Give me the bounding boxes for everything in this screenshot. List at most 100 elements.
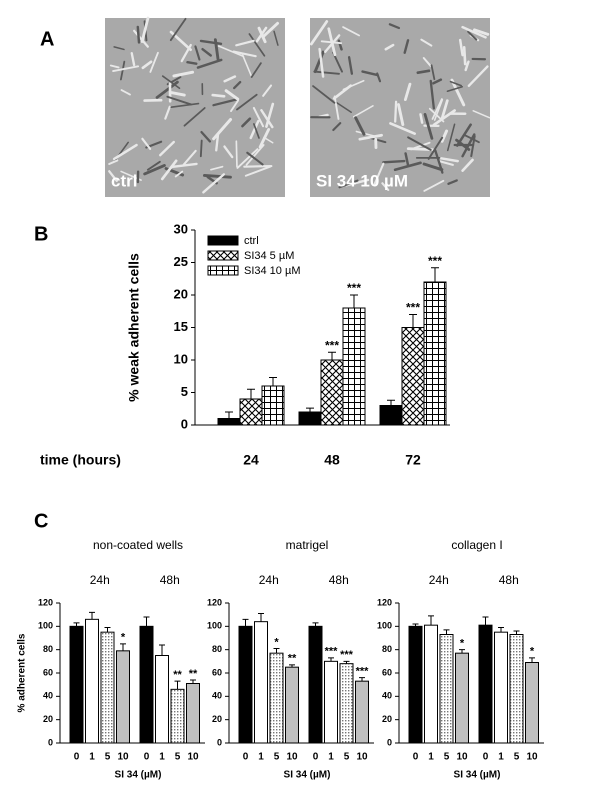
cell (403, 39, 410, 54)
legend-swatch (207, 250, 239, 261)
cell (429, 79, 436, 110)
cell (342, 26, 361, 37)
significance: * (274, 636, 279, 648)
bar (269, 652, 284, 744)
y-tick-label: 10 (174, 351, 188, 366)
x-axis-title: SI 34 (µM) (454, 770, 501, 781)
cell (170, 91, 186, 97)
cell (186, 60, 198, 65)
chart-title: non-coated wells (93, 538, 183, 552)
y-tick-label: 20 (212, 714, 222, 724)
y-tick-label: 40 (382, 691, 392, 701)
micrograph (105, 18, 285, 197)
panel-label: A (40, 28, 54, 50)
cell (141, 137, 152, 150)
bar (355, 680, 369, 744)
cell (211, 93, 226, 98)
cell (419, 113, 424, 124)
error-bar (513, 630, 520, 635)
cell (235, 39, 255, 47)
y-tick-label: 120 (207, 597, 222, 607)
cell (440, 129, 449, 143)
cell (361, 70, 379, 77)
error-bar (498, 627, 504, 633)
cell (263, 136, 274, 144)
bar (261, 385, 285, 426)
y-tick-label: 15 (174, 319, 188, 334)
bar (401, 327, 425, 426)
cell (334, 101, 352, 113)
cell (382, 159, 406, 164)
cell (431, 98, 443, 120)
cell (309, 20, 329, 46)
cell (472, 110, 491, 119)
cell (376, 72, 382, 83)
x-tick-label: 1 (328, 752, 334, 763)
cell (249, 119, 260, 140)
cell (416, 69, 431, 75)
legend-swatch (207, 265, 239, 276)
bar (285, 666, 299, 744)
cell (160, 159, 178, 181)
cell (446, 85, 464, 93)
cell (141, 60, 153, 70)
cell (236, 93, 258, 111)
cell (438, 160, 454, 166)
cell (166, 95, 192, 106)
x-tick-label: 5 (444, 752, 450, 763)
y-tick-label: 40 (43, 691, 53, 701)
cell (112, 143, 138, 161)
panel-label: C (34, 510, 48, 532)
panel-label: B (34, 223, 48, 245)
bar (254, 621, 268, 744)
cell (333, 95, 340, 120)
cell (146, 160, 161, 171)
error-bar (242, 618, 249, 627)
cell (457, 91, 465, 105)
x-axis-title: time (hours) (40, 452, 121, 468)
cell (108, 170, 118, 183)
cell (230, 99, 240, 112)
cell (161, 75, 181, 90)
cell (248, 33, 266, 57)
cell (327, 27, 337, 57)
error-bar (143, 616, 150, 627)
cell (215, 132, 220, 152)
significance: * (460, 638, 465, 650)
cell (252, 106, 265, 128)
cell (174, 170, 184, 178)
bar (298, 411, 322, 426)
x-tick-label: 5 (105, 752, 111, 763)
cell (318, 47, 325, 78)
image-label: ctrl (111, 171, 137, 190)
cell (461, 158, 474, 172)
bar (408, 625, 423, 744)
cell (403, 82, 412, 102)
bar (139, 625, 154, 744)
x-axis-title: SI 34 (µM) (115, 770, 162, 781)
group-label: 24h (90, 573, 110, 587)
cell (407, 136, 432, 151)
cell (373, 162, 385, 186)
cell (243, 165, 273, 168)
bar (239, 398, 263, 426)
cell (394, 100, 398, 123)
cell (368, 136, 387, 144)
cell (389, 122, 416, 135)
cell (119, 60, 126, 81)
bar (342, 307, 366, 426)
cell (149, 51, 159, 73)
cell (467, 65, 489, 88)
cell (464, 60, 470, 72)
error-bar (306, 407, 314, 412)
cell (241, 54, 253, 77)
significance: *** (356, 666, 370, 678)
cell (133, 29, 149, 48)
cell (338, 179, 359, 189)
cell (381, 182, 390, 191)
error-bar (73, 622, 80, 627)
x-tick-label: 72 (405, 452, 421, 468)
cell (388, 23, 401, 30)
error-bar (350, 294, 358, 308)
cell (169, 17, 187, 42)
